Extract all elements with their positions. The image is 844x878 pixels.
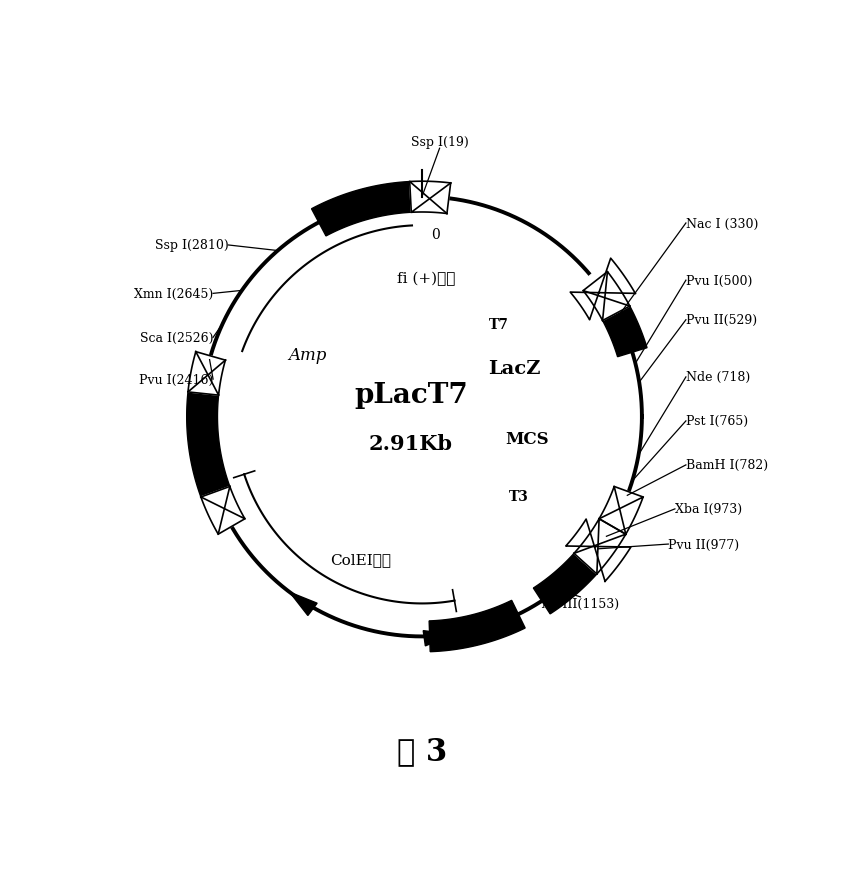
Text: Pvu I(500): Pvu I(500) [686,274,752,287]
Text: pLacT7: pLacT7 [354,382,468,408]
Polygon shape [533,554,597,614]
Text: MCS: MCS [506,430,549,448]
Polygon shape [583,272,630,321]
Text: Pvu II(977): Pvu II(977) [668,538,739,551]
Polygon shape [187,392,230,498]
Text: 0: 0 [430,227,440,241]
Polygon shape [201,487,245,535]
Polygon shape [565,520,630,581]
Text: 2.91Kb: 2.91Kb [369,434,453,453]
Polygon shape [571,259,636,320]
Text: T3: T3 [509,489,528,503]
Polygon shape [409,182,451,214]
Text: Ssp I(19): Ssp I(19) [411,136,468,149]
Text: LacZ: LacZ [488,360,541,378]
Text: ColEI起点: ColEI起点 [330,553,391,567]
Text: 图 3: 图 3 [397,736,447,766]
Polygon shape [188,352,225,396]
Polygon shape [289,593,317,615]
Polygon shape [603,306,647,357]
Polygon shape [574,519,625,574]
Text: Xba I(973): Xba I(973) [675,503,742,515]
Polygon shape [599,487,643,535]
Text: T7: T7 [489,318,509,332]
Text: Ssp I(2810): Ssp I(2810) [154,239,229,252]
Text: Pvu I(2416): Pvu I(2416) [138,373,213,386]
Text: fi (+)起点: fi (+)起点 [398,271,456,285]
Polygon shape [423,631,452,646]
Polygon shape [429,601,525,652]
Polygon shape [311,183,411,237]
Text: Pst I(765): Pst I(765) [686,415,748,428]
Text: Nde (718): Nde (718) [686,371,750,384]
Text: Amp: Amp [289,347,327,364]
Text: Afl III(1153): Afl III(1153) [541,597,619,610]
Text: Nac I (330): Nac I (330) [686,217,758,230]
Text: Pvu II(529): Pvu II(529) [686,314,757,327]
Text: Sca I(2526): Sca I(2526) [139,332,213,344]
Text: Xmn I(2645): Xmn I(2645) [134,287,213,300]
Text: BamH I(782): BamH I(782) [686,459,768,471]
